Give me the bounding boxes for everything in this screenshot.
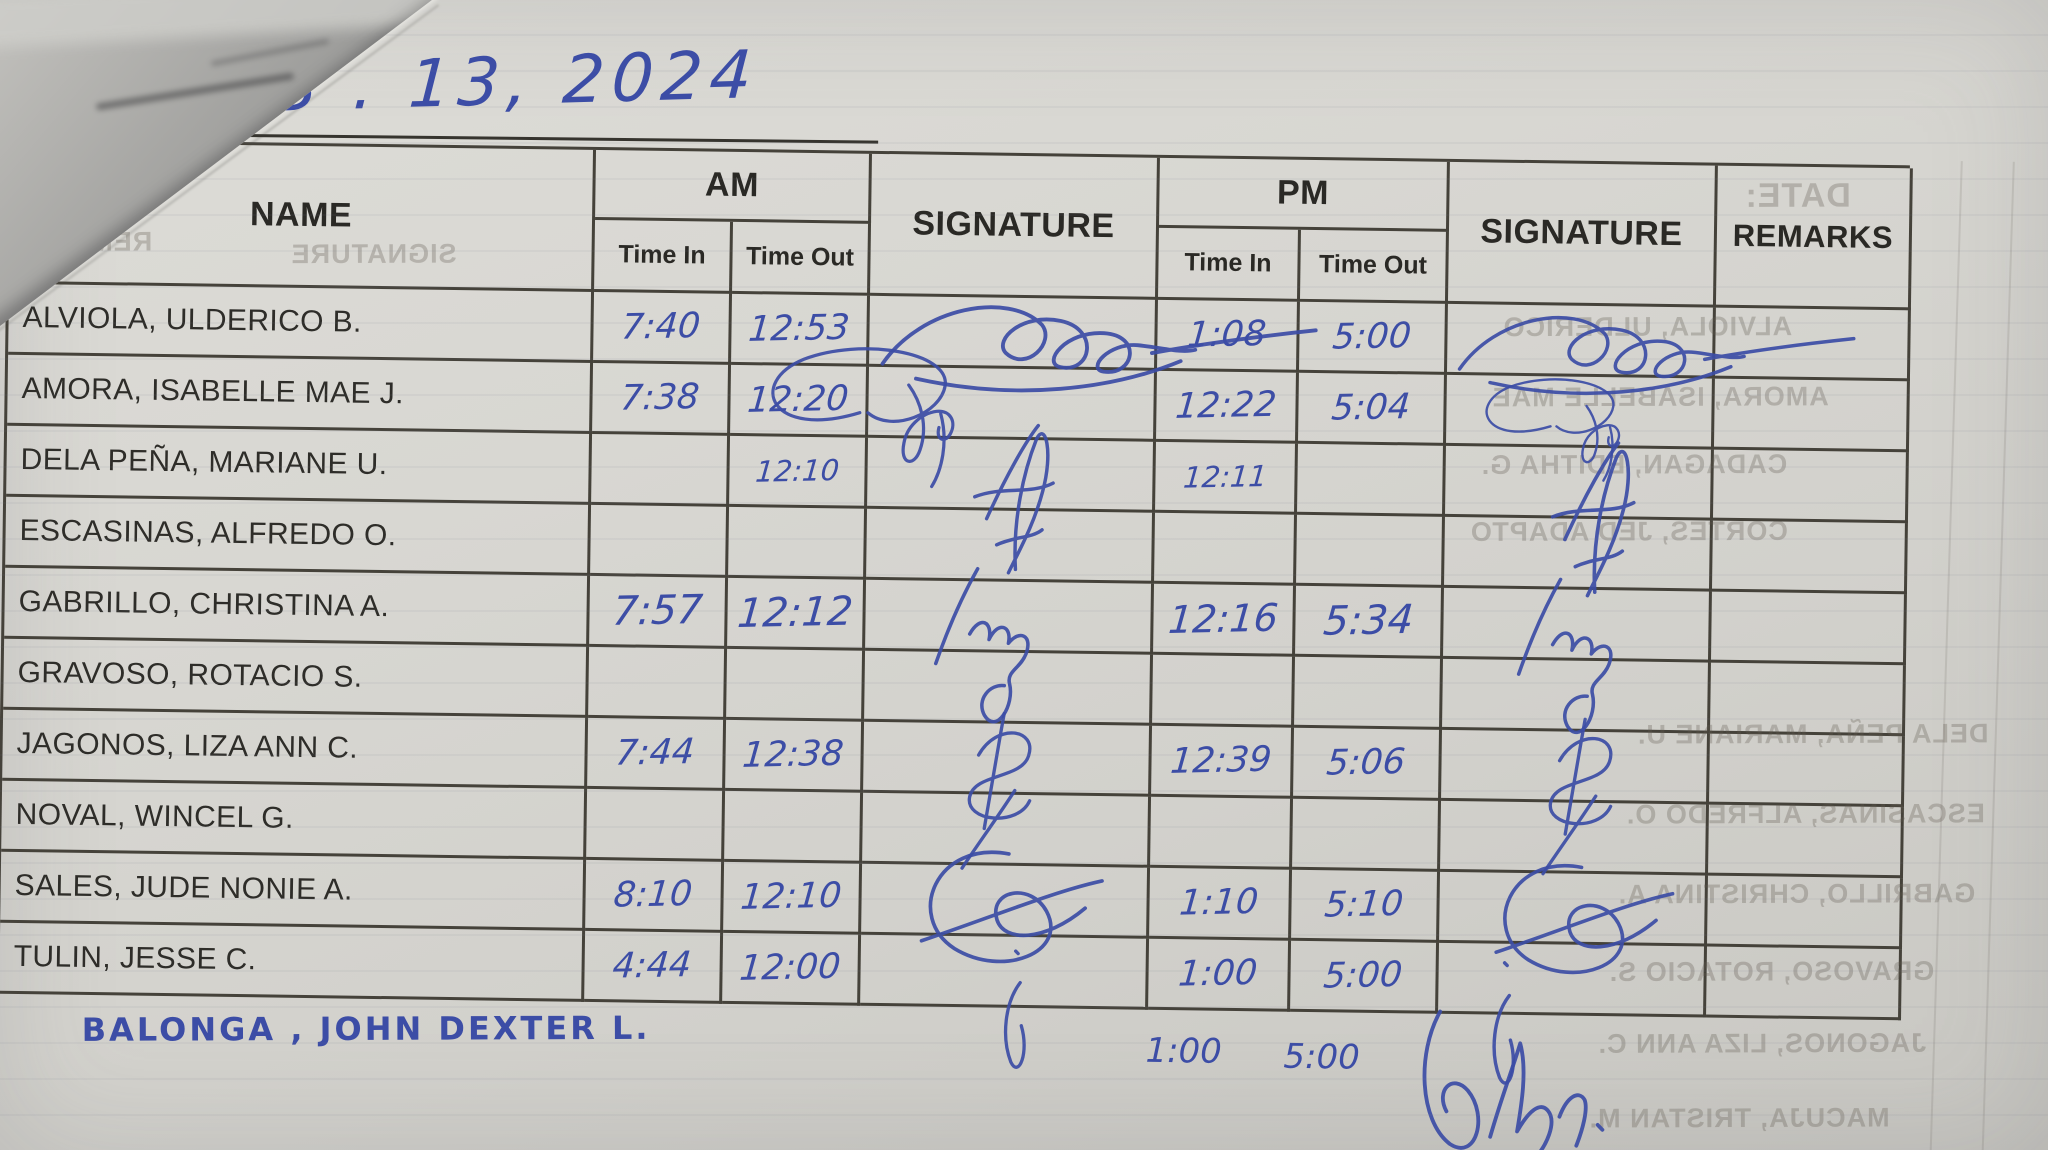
pm-time-in: 12:39 <box>1151 725 1295 799</box>
am-time-in: 7:57 <box>589 575 729 649</box>
table-body: ALVIOLA, ULDERICO B. 7:40 12:53 1:08 5:0… <box>0 283 1911 1020</box>
am-time-out <box>724 790 864 864</box>
am-time-out <box>726 648 866 722</box>
col-header-signature-pm: SIGNATURE <box>1447 161 1718 308</box>
pm-time-out: 5:10 <box>1291 869 1441 943</box>
bleedthrough-text: DATE: <box>1744 176 1851 215</box>
pm-time-out <box>1294 656 1443 730</box>
bleedthrough-text: REMARKS <box>8 226 153 258</box>
bleedthrough-text: SIGNATURE <box>290 238 457 270</box>
am-time-in: 4:44 <box>584 930 724 1004</box>
am-time-in: 8:10 <box>585 859 725 933</box>
am-time-out: 12:38 <box>725 719 865 793</box>
pm-signature-cell <box>1442 588 1712 663</box>
pm-time-in: 1:10 <box>1149 867 1293 941</box>
pm-time-out <box>1295 514 1445 588</box>
am-time-in: 7:40 <box>593 291 733 365</box>
pm-time-out <box>1292 798 1442 872</box>
desk-streak <box>95 72 295 111</box>
pm-time-out: 5:06 <box>1293 727 1443 801</box>
col-header-pm: PM <box>1158 157 1450 232</box>
am-signature-cell <box>861 864 1151 939</box>
am-time-in: 7:38 <box>592 362 732 436</box>
am-time-out: 12:00 <box>722 932 862 1006</box>
pm-time-in <box>1152 654 1296 728</box>
am-time-in: 7:44 <box>587 717 727 791</box>
desk-streak <box>210 38 330 67</box>
am-time-out: 12:10 <box>723 861 863 935</box>
signature-scribble <box>984 934 1044 1085</box>
pm-time-out: 5:34 <box>1295 585 1444 659</box>
col-header-signature-am: SIGNATURE <box>870 153 1160 300</box>
pm-time-in: 12:16 <box>1153 583 1296 657</box>
am-time-out <box>728 506 868 580</box>
employee-name: GRAVOSO, ROTACIO S. <box>3 638 590 718</box>
am-signature-cell <box>863 722 1153 797</box>
pm-time-out: 5:00 <box>1283 1036 1361 1078</box>
attendance-table: NAME AM SIGNATURE PM SIGNATURE REMARKS T… <box>0 138 1913 1020</box>
col-header-am-time-in: Time In <box>594 219 734 294</box>
employee-name: NOVAL, WINCEL G. <box>1 780 588 860</box>
employee-name: DELA PEÑA, MARIANE U. <box>6 425 593 505</box>
pm-time-in: 12:11 <box>1155 441 1298 515</box>
employee-name: AMORA, ISABELLE MAE J. <box>7 354 594 434</box>
bleedthrough-text: ESCASINAS, ALFREDO O. <box>1625 798 1985 830</box>
pm-time-in: 1:00 <box>1145 1030 1223 1072</box>
bleedthrough-text: MACUJA, TRISTAN M. <box>1588 1102 1890 1134</box>
employee-name: ALVIOLA, ULDERICO B. <box>8 283 595 363</box>
bleedthrough-rule <box>1929 161 1963 1150</box>
pm-time-in: 1:00 <box>1148 938 1292 1012</box>
pm-signature-cell <box>1439 872 1708 947</box>
am-time-in <box>590 504 730 578</box>
bleedthrough-text: DELA PEÑA, MARIANE U. <box>1636 718 1989 750</box>
bleedthrough-rule <box>1981 161 2015 1150</box>
pm-time-in <box>1150 796 1294 870</box>
pm-time-out <box>1296 443 1446 517</box>
remarks-cell <box>1710 591 1907 666</box>
col-header-am: AM <box>595 149 872 224</box>
am-time-out: 12:12 <box>727 577 867 651</box>
col-header-am-time-out: Time Out <box>732 221 872 296</box>
employee-name: JAGONOS, LIZA ANN C. <box>2 709 589 789</box>
am-time-in <box>586 788 726 862</box>
bleedthrough-text: JAGONOS, LIZA ANN C. <box>1597 1027 1927 1059</box>
signature-scribble <box>1394 992 1627 1150</box>
employee-name: SALES, JUDE NONIE A. <box>0 851 587 931</box>
am-signature-cell <box>865 580 1155 655</box>
employee-name-handwritten: BALONGA , JOHN DEXTER L. <box>81 1008 651 1049</box>
employee-name: ESCASINAS, ALFREDO O. <box>5 496 592 576</box>
employee-name: TULIN, JESSE C. <box>0 922 586 1002</box>
am-time-in <box>588 646 728 720</box>
pm-time-in <box>1154 512 1297 586</box>
am-time-in <box>591 433 731 507</box>
employee-name: GABRILLO, CHRISTINA A. <box>4 567 591 647</box>
